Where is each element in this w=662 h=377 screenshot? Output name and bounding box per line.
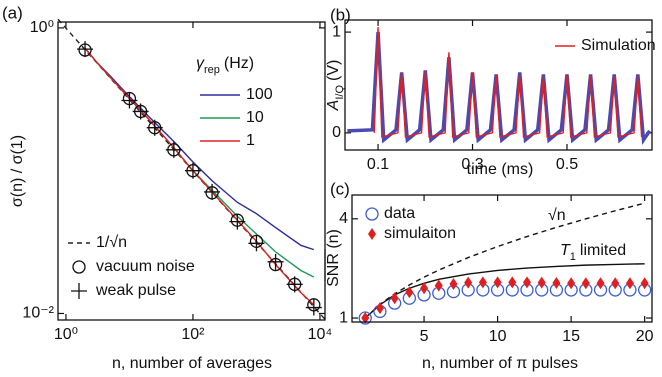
data-point	[478, 276, 487, 289]
data-point	[537, 276, 546, 289]
data-point	[434, 279, 443, 292]
data-point	[121, 92, 138, 109]
legend-label: 100	[246, 86, 273, 103]
data-point	[165, 141, 182, 158]
y-axis-label-base: A	[325, 100, 342, 112]
x-tick-label: 10⁴	[308, 326, 333, 343]
data-point	[184, 162, 201, 179]
annotation-sub: 1	[570, 251, 576, 263]
data-point	[625, 277, 634, 290]
data-point	[640, 277, 649, 290]
y-axis-label: σ(n) / σ(1)	[9, 135, 26, 207]
data-point	[132, 103, 149, 120]
data-point	[405, 286, 414, 299]
x-tick-label: 10²	[181, 326, 205, 343]
panel-label: (a)	[2, 3, 23, 22]
data-point	[248, 235, 265, 252]
plot-frame	[351, 194, 653, 323]
legend-title-sub: rep	[204, 64, 220, 76]
annotation: √n	[548, 207, 566, 224]
legend-swatch	[71, 283, 87, 299]
data-point	[204, 183, 221, 200]
legend-label: weak pulse	[95, 282, 176, 299]
data-point	[449, 277, 458, 290]
x-tick-label: 10	[489, 328, 507, 345]
legend-title-base: γ	[196, 55, 205, 72]
x-tick-label: 15	[562, 328, 580, 345]
series-line	[84, 47, 315, 251]
x-axis-label: time (ms)	[467, 161, 534, 178]
legend-title: γrep (Hz)	[196, 55, 254, 76]
legend-label: 10	[246, 109, 264, 126]
data-point	[305, 299, 322, 316]
y-tick-label: 0	[332, 124, 341, 141]
x-tick-label: 0.3	[461, 156, 483, 173]
data-point	[390, 292, 399, 305]
plot-frame	[57, 21, 326, 321]
x-axis-label: n, number of π pulses	[422, 355, 578, 372]
data-point	[596, 277, 605, 290]
annotation: T1 limited	[560, 242, 626, 263]
y-tick-label: 10⁰	[30, 19, 54, 36]
data-point	[146, 119, 163, 136]
data-point	[493, 276, 502, 289]
data-point	[508, 276, 517, 289]
legend-swatch	[365, 207, 379, 221]
data-point	[581, 277, 590, 290]
x-tick-label: 0.1	[367, 156, 389, 173]
legend-title-rest: (Hz)	[224, 55, 254, 72]
data-point	[229, 213, 246, 230]
legend-label: simulaiton	[384, 225, 456, 242]
data-point	[523, 276, 531, 289]
data-point	[552, 276, 561, 289]
legend-swatch	[368, 228, 376, 240]
data-point	[375, 302, 384, 315]
legend-label: vacuum noise	[96, 258, 195, 275]
legend-label: data	[384, 205, 415, 222]
x-tick-label: 5	[420, 328, 429, 345]
data-point	[267, 253, 284, 270]
annotation-base: T	[560, 242, 571, 259]
data-point	[420, 282, 429, 295]
legend-swatch	[72, 260, 86, 274]
series-line	[373, 27, 643, 138]
y-axis-label-sub: I/Q	[334, 85, 346, 100]
data-point	[286, 276, 303, 293]
data-point	[611, 277, 620, 290]
annotation-rest: limited	[580, 242, 626, 259]
y-tick-label: 1	[332, 23, 341, 40]
legend-label: Simulation	[581, 37, 656, 54]
x-tick-label: 0.5	[556, 156, 578, 173]
data-point	[464, 276, 473, 289]
y-tick-label: 10⁻²	[22, 305, 54, 322]
y-tick-label: 4	[339, 210, 348, 227]
y-axis-label: AI/Q (V)	[325, 60, 346, 112]
panel-label: (c)	[330, 179, 350, 198]
data-point	[361, 312, 370, 325]
panel-label: (b)	[330, 5, 351, 24]
plot-frame	[344, 19, 653, 151]
data-point	[567, 277, 576, 290]
x-axis-label: n, number of averages	[112, 355, 272, 372]
data-point	[77, 41, 94, 58]
legend-label: 1/√n	[96, 234, 127, 251]
x-tick-label: 10⁰	[54, 326, 78, 343]
y-axis-label-rest: (V)	[325, 60, 342, 81]
y-axis-label: SNR (n)	[325, 229, 342, 287]
x-tick-label: 20	[636, 328, 654, 345]
y-tick-label: 1	[339, 309, 348, 326]
legend-label: 1	[246, 132, 255, 149]
